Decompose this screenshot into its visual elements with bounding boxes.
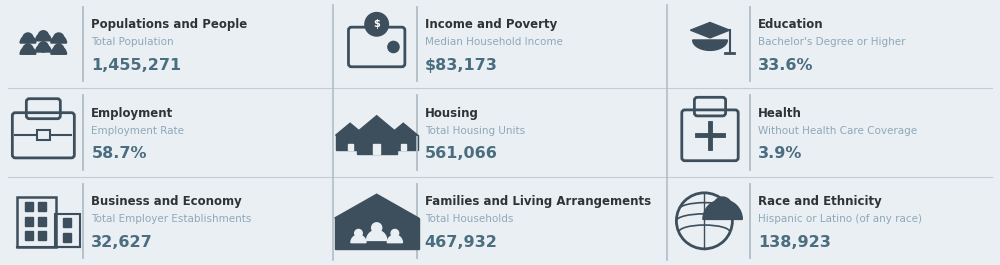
Wedge shape	[387, 235, 402, 243]
Bar	[25, 231, 33, 240]
Text: 561,066: 561,066	[425, 146, 498, 161]
Polygon shape	[357, 116, 397, 132]
Text: $83,173: $83,173	[425, 58, 498, 73]
Bar	[25, 202, 33, 211]
Text: 467,932: 467,932	[425, 235, 498, 250]
Wedge shape	[20, 35, 36, 43]
Circle shape	[391, 229, 399, 237]
Bar	[389, 135, 418, 151]
Bar	[373, 144, 380, 153]
Text: 32,627: 32,627	[91, 235, 153, 250]
Bar	[401, 144, 406, 151]
FancyBboxPatch shape	[37, 130, 50, 140]
Text: Income and Poverty: Income and Poverty	[425, 18, 557, 31]
Bar	[336, 135, 365, 151]
Circle shape	[54, 44, 64, 54]
Text: Total Housing Units: Total Housing Units	[425, 126, 525, 136]
Wedge shape	[367, 230, 387, 240]
Bar	[17, 197, 56, 248]
Text: Race and Ethnicity: Race and Ethnicity	[758, 195, 882, 208]
Text: Employment: Employment	[91, 107, 174, 120]
Wedge shape	[36, 33, 51, 41]
Text: 3.9%: 3.9%	[758, 146, 802, 161]
Bar	[63, 218, 71, 227]
Text: Total Population: Total Population	[91, 37, 174, 47]
Text: Employment Rate: Employment Rate	[91, 126, 184, 136]
Text: $: $	[373, 19, 380, 29]
Bar	[38, 202, 46, 211]
Polygon shape	[335, 194, 419, 218]
Wedge shape	[351, 235, 366, 243]
Polygon shape	[389, 123, 418, 135]
Bar	[38, 217, 46, 226]
Text: Median Household Income: Median Household Income	[425, 37, 563, 47]
Circle shape	[23, 33, 33, 43]
Text: Education: Education	[758, 18, 824, 31]
Text: Bachelor's Degree or Higher: Bachelor's Degree or Higher	[758, 37, 906, 47]
Text: 1,455,271: 1,455,271	[91, 58, 181, 73]
Circle shape	[365, 12, 388, 36]
Circle shape	[714, 197, 732, 215]
Text: Hispanic or Latino (of any race): Hispanic or Latino (of any race)	[758, 214, 922, 224]
Text: Housing: Housing	[425, 107, 479, 120]
Text: 33.6%: 33.6%	[758, 58, 814, 73]
Bar	[25, 217, 33, 226]
Wedge shape	[51, 35, 67, 43]
Bar	[335, 218, 419, 249]
Text: Total Households: Total Households	[425, 214, 513, 224]
Bar	[55, 214, 80, 248]
Text: Business and Economy: Business and Economy	[91, 195, 242, 208]
Text: Populations and People: Populations and People	[91, 18, 248, 31]
Circle shape	[388, 41, 399, 52]
Text: 58.7%: 58.7%	[91, 146, 147, 161]
Circle shape	[54, 33, 64, 43]
Circle shape	[372, 223, 382, 233]
Text: Families and Living Arrangements: Families and Living Arrangements	[425, 195, 651, 208]
Polygon shape	[693, 40, 727, 50]
Circle shape	[355, 229, 362, 237]
Text: Total Employer Establishments: Total Employer Establishments	[91, 214, 252, 224]
Bar	[348, 144, 353, 151]
Bar	[38, 231, 46, 240]
Text: Without Health Care Coverage: Without Health Care Coverage	[758, 126, 917, 136]
Text: Health: Health	[758, 107, 802, 120]
Bar	[357, 132, 397, 153]
Wedge shape	[51, 46, 67, 54]
Circle shape	[23, 44, 33, 54]
Text: 138,923: 138,923	[758, 235, 831, 250]
Polygon shape	[690, 23, 730, 38]
Bar	[63, 233, 71, 242]
Wedge shape	[20, 46, 36, 54]
Polygon shape	[336, 123, 365, 135]
Circle shape	[38, 31, 48, 41]
Wedge shape	[36, 44, 51, 52]
Circle shape	[38, 42, 48, 52]
Wedge shape	[703, 200, 742, 219]
